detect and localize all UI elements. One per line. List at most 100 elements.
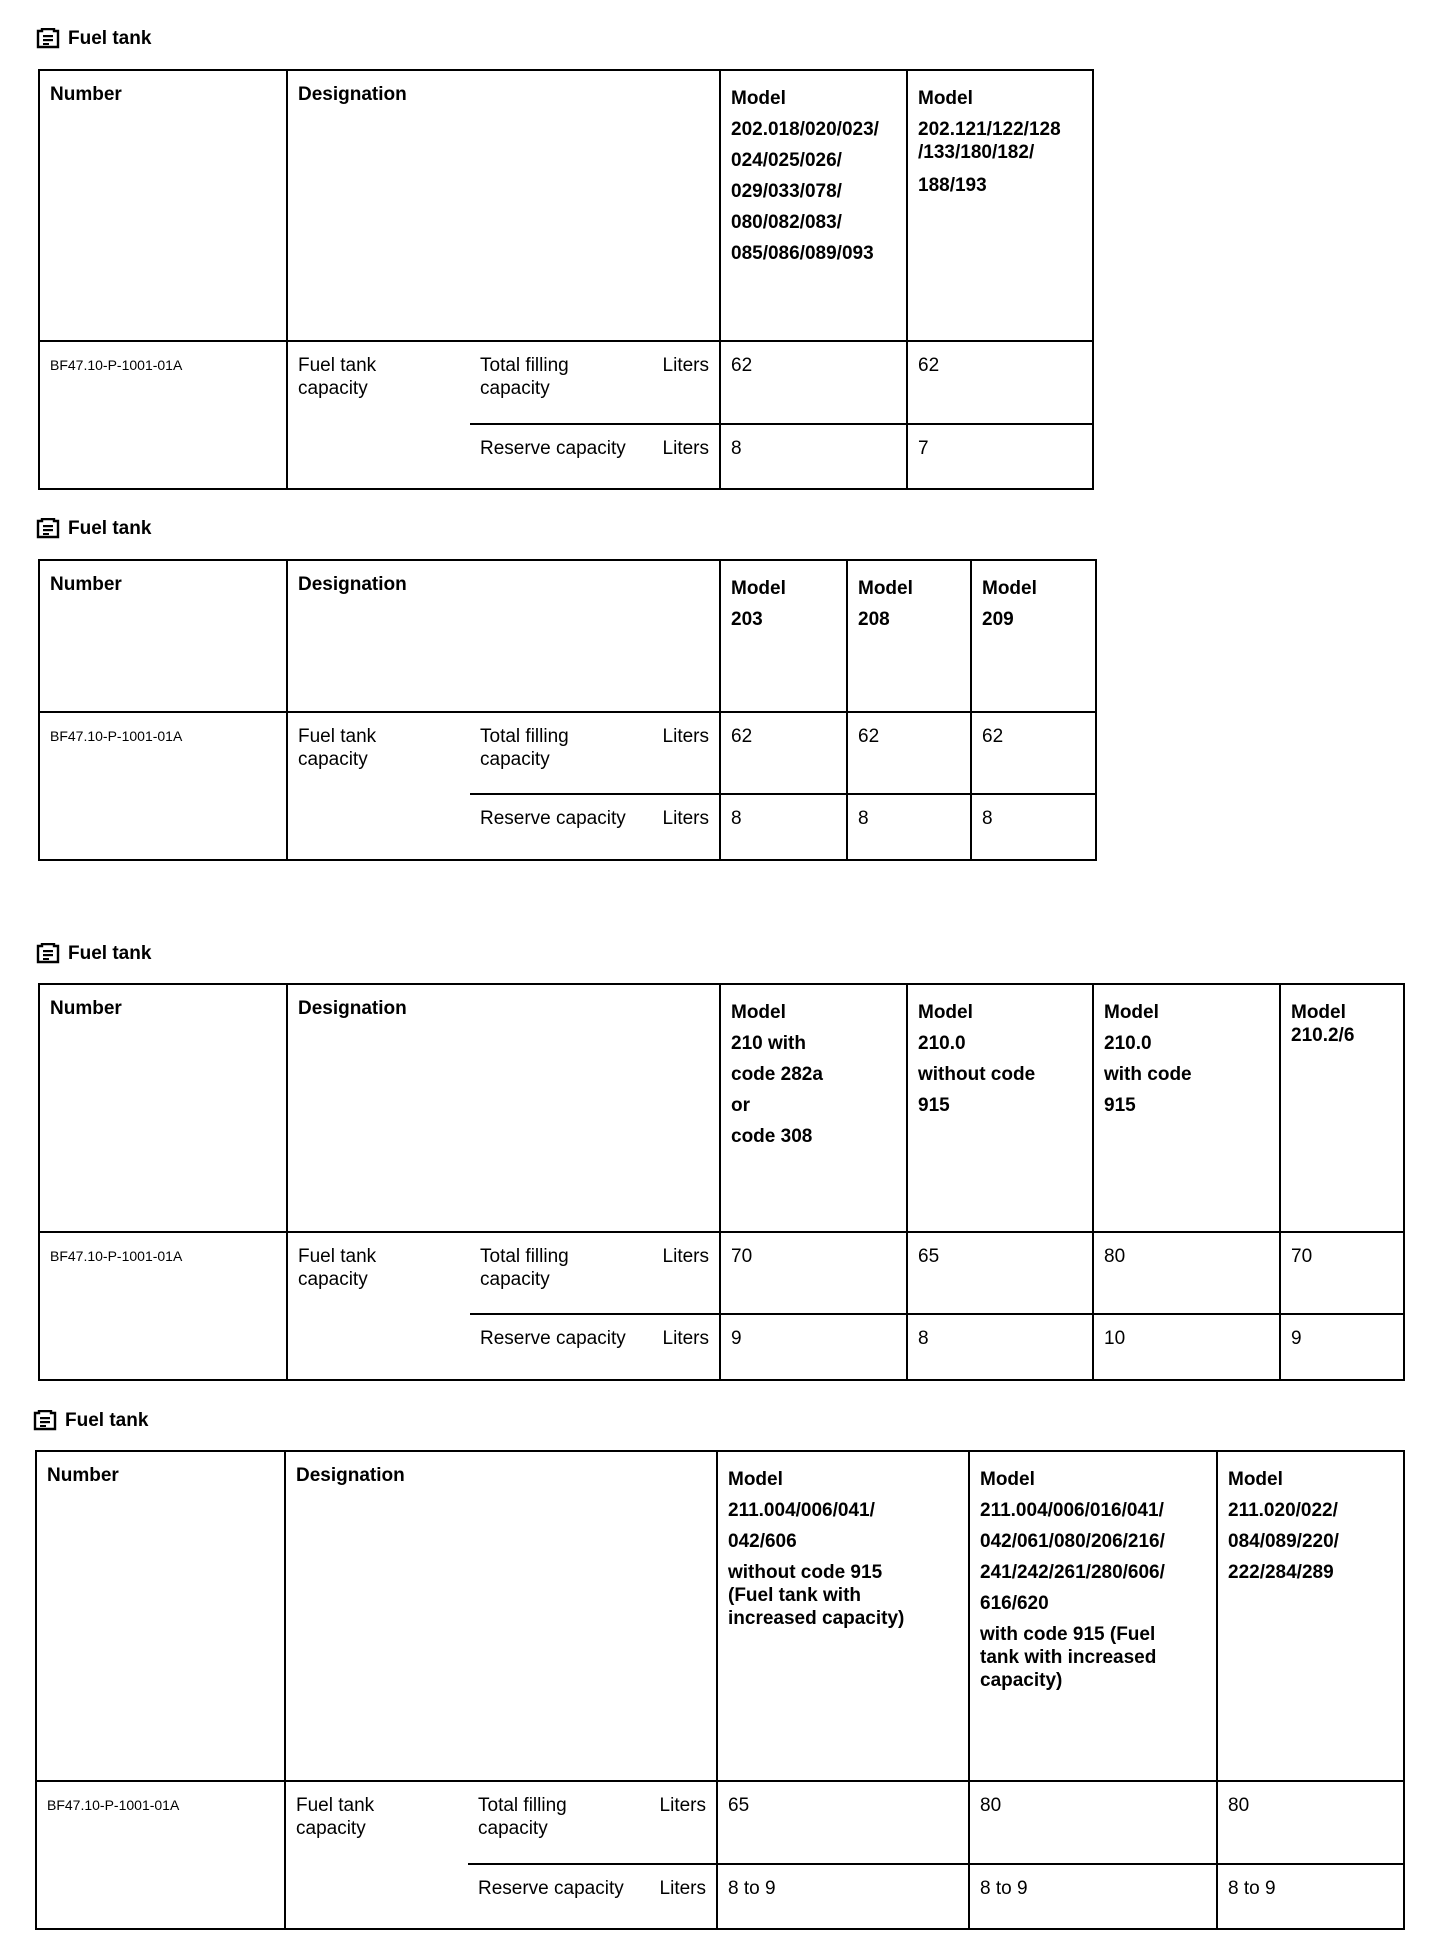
- model-line: 209: [982, 609, 1014, 630]
- section-title: Fuel tank: [36, 943, 151, 965]
- section-title: Fuel tank: [36, 28, 151, 50]
- part-number: BF47.10-P-1001-01A: [38, 1231, 288, 1381]
- model-line: without code: [918, 1064, 1036, 1085]
- header-model: Model 202.018/020/023/024/025/026/029/033…: [719, 69, 908, 342]
- designation: Fuel tank capacity: [286, 1231, 470, 1381]
- header-number: Number: [38, 983, 288, 1233]
- part-number: BF47.10-P-1001-01A: [35, 1780, 286, 1930]
- header-model: Model 211.020/022/084/089/220/222/284/289: [1216, 1450, 1405, 1782]
- header-model: Model 202.121/122/128 /133/180/182/188/19…: [906, 69, 1094, 342]
- value-cell: 62: [906, 340, 1094, 425]
- unit: Liters: [651, 793, 721, 861]
- model-line: 042/606: [728, 1531, 797, 1552]
- row-label: Reserve capacity: [470, 1313, 651, 1381]
- model-line: or: [731, 1095, 750, 1116]
- value-cell: 8: [970, 793, 1097, 861]
- unit: Liters: [651, 423, 721, 490]
- header-row: Number Designation Model 202.018/020/023/02…: [38, 69, 1094, 342]
- value-cell: 62: [970, 711, 1097, 795]
- model-line: 210.0: [1104, 1033, 1152, 1054]
- model-line: 024/025/026/: [731, 150, 842, 171]
- model-line: 211.004/006/041/: [728, 1500, 875, 1521]
- unit: Liters: [649, 1863, 718, 1930]
- value-cell: 70: [1279, 1231, 1405, 1315]
- value-cell: 7: [906, 423, 1094, 490]
- value-cell: 70: [719, 1231, 908, 1315]
- value-cell: 8: [719, 793, 848, 861]
- value-cell: 9: [1279, 1313, 1405, 1381]
- header-designation: Designation: [286, 983, 721, 1233]
- model-line: Model: [1104, 1002, 1159, 1023]
- table-row: BF47.10-P-1001-01A Fuel tank capacity Tota…: [35, 1780, 1405, 1930]
- model-line: 211.004/006/016/041/: [980, 1500, 1164, 1521]
- model-line: Model: [918, 88, 973, 109]
- header-designation: Designation: [286, 69, 721, 342]
- model-line: 042/061/080/206/216/: [980, 1531, 1165, 1552]
- model-line: 915: [1104, 1095, 1136, 1116]
- model-line: Model: [731, 578, 786, 599]
- section-title-text: Fuel tank: [68, 943, 152, 964]
- table-row: Reserve capacity Liters 9 8 10 9: [39, 1313, 1405, 1381]
- unit: Liters: [651, 340, 721, 425]
- section-title: Fuel tank: [36, 518, 151, 540]
- fuel-tank-icon: [36, 518, 60, 540]
- header-model: Model 211.004/006/016/041/042/061/080/206…: [968, 1450, 1218, 1782]
- header-designation: Designation: [286, 559, 721, 713]
- model-line: 915: [918, 1095, 950, 1116]
- fuel-tank-icon: [33, 1410, 57, 1432]
- header-designation: Designation: [284, 1450, 718, 1782]
- model-line: with code: [1104, 1064, 1192, 1085]
- specifications-table: Number Designation Model 203 Model 208 Model 20…: [38, 559, 1097, 861]
- value-cell: 80: [1092, 1231, 1281, 1315]
- designation: Fuel tank capacity: [284, 1780, 468, 1930]
- value-cell: 80: [1216, 1780, 1405, 1865]
- header-model: Model 210.0 without code 915: [906, 983, 1094, 1233]
- model-line: Model: [982, 578, 1037, 599]
- value-cell: 80: [968, 1780, 1218, 1865]
- section-title-text: Fuel tank: [65, 1410, 149, 1431]
- model-line: with code 915 (Fuel tank with increased …: [980, 1624, 1157, 1691]
- value-cell: 8 to 9: [968, 1863, 1218, 1930]
- model-line: code 308: [731, 1126, 813, 1147]
- model-line: 188/193: [918, 175, 987, 196]
- model-line: Model: [728, 1469, 783, 1490]
- model-line: 202.018/020/023/: [731, 119, 879, 140]
- part-number: BF47.10-P-1001-01A: [38, 340, 288, 490]
- model-line: Model: [1228, 1469, 1283, 1490]
- row-label: Reserve capacity: [470, 423, 651, 490]
- table-row: Reserve capacity Liters 8 7: [39, 423, 1094, 490]
- value-cell: 9: [719, 1313, 908, 1381]
- model-line: Model: [731, 88, 786, 109]
- model-line: 211.020/022/: [1228, 1500, 1338, 1521]
- row-label: Total filling capacity: [470, 340, 651, 425]
- model-line: Model: [918, 1002, 973, 1023]
- header-row: Number Designation Model 211.004/006/041/04…: [35, 1450, 1405, 1782]
- value-cell: 8: [846, 793, 972, 861]
- unit: Liters: [651, 711, 721, 795]
- unit: Liters: [651, 1313, 721, 1381]
- model-line: 210 with: [731, 1033, 806, 1054]
- value-cell: 10: [1092, 1313, 1281, 1381]
- model-line: 202.121/122/128 /133/180/182/: [918, 119, 1061, 163]
- value-cell: 65: [906, 1231, 1094, 1315]
- unit: Liters: [649, 1780, 718, 1865]
- row-label: Reserve capacity: [468, 1863, 649, 1930]
- model-line: 084/089/220/: [1228, 1531, 1339, 1552]
- model-line: code 282a: [731, 1064, 823, 1085]
- value-cell: 62: [719, 340, 908, 425]
- section-title-text: Fuel tank: [68, 28, 152, 49]
- section-title: Fuel tank: [33, 1410, 148, 1432]
- header-model: Model 210.0 with code 915: [1092, 983, 1281, 1233]
- part-number: BF47.10-P-1001-01A: [38, 711, 288, 861]
- header-model: Model 210 with code 282a or code 308: [719, 983, 908, 1233]
- header-model: Model 209: [970, 559, 1097, 713]
- row-label: Reserve capacity: [470, 793, 651, 861]
- row-label: Total filling capacity: [468, 1780, 649, 1865]
- specifications-table: Number Designation Model 202.018/020/023/02…: [38, 69, 1094, 490]
- model-line: 085/086/089/093: [731, 243, 874, 264]
- model-line: 208: [858, 609, 890, 630]
- model-line: 616/620: [980, 1593, 1049, 1614]
- header-number: Number: [38, 69, 288, 342]
- model-line: 080/082/083/: [731, 212, 842, 233]
